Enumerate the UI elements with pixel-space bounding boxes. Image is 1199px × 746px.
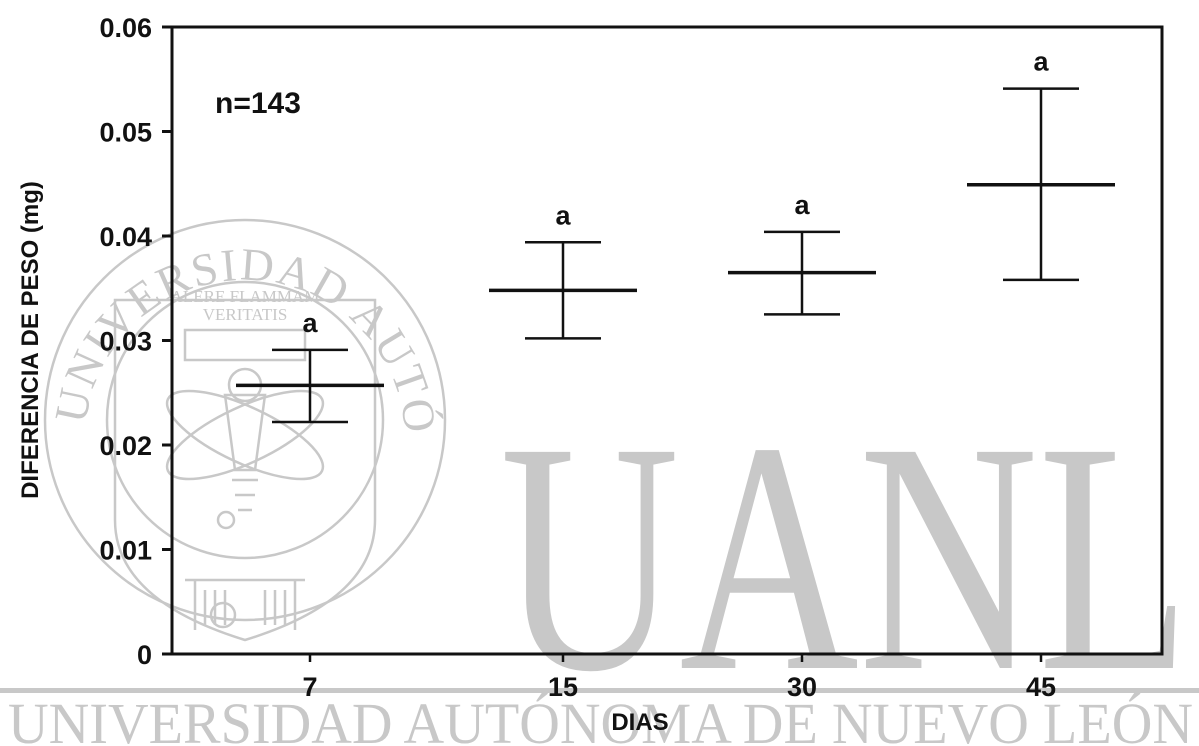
x-axis: 7 15 30 45 (302, 654, 1056, 702)
y-axis-title: DIFERENCIA DE PESO (mg) (17, 181, 44, 499)
significance-label: a (1033, 47, 1049, 77)
significance-label: a (302, 308, 318, 338)
y-tick-label: 0.04 (99, 222, 152, 252)
watermark-bottom-text: UNIVERSIDAD AUTÓNOMA DE NUEVO LEÓN (8, 691, 1193, 746)
error-bar-group: a (236, 308, 384, 424)
error-bar-group: a (489, 200, 637, 340)
chart-plot: 0 0.01 0.02 0.03 0.04 0.05 0.06 7 15 30 45 a a a a n… (17, 13, 1164, 736)
watermark-rule (0, 688, 1199, 693)
error-bar-group: a (728, 190, 876, 316)
y-tick-label: 0.01 (99, 536, 152, 566)
sample-size-annotation: n=143 (215, 87, 301, 120)
significance-label: a (794, 190, 810, 220)
y-tick-label: 0.06 (99, 13, 152, 43)
seal-motto-line1: ALERE FLAMMAM (171, 287, 320, 306)
y-axis: 0 0.01 0.02 0.03 0.04 0.05 0.06 (99, 13, 172, 670)
x-tick-label: 30 (787, 672, 817, 702)
watermark-big-text: UANL (500, 375, 1190, 740)
seal-ring-text: UNIVERSIDAD AUTÓNOMA DE NUEVO LEÓN (0, 0, 447, 437)
x-tick-label: 7 (302, 672, 317, 702)
y-tick-label: 0.05 (99, 118, 152, 148)
error-bar-group: a (967, 47, 1115, 282)
seal-motto-line2: VERITATIS (203, 305, 288, 324)
y-tick-label: 0 (137, 640, 152, 670)
error-bars: a a a a (236, 47, 1115, 424)
y-tick-label: 0.02 (99, 431, 152, 461)
university-seal (43, 218, 447, 642)
significance-label: a (555, 200, 571, 230)
x-tick-label: 15 (548, 672, 578, 702)
x-tick-label: 45 (1026, 672, 1056, 702)
y-tick-label: 0.03 (99, 327, 152, 357)
x-axis-title: DIAS (611, 709, 668, 736)
